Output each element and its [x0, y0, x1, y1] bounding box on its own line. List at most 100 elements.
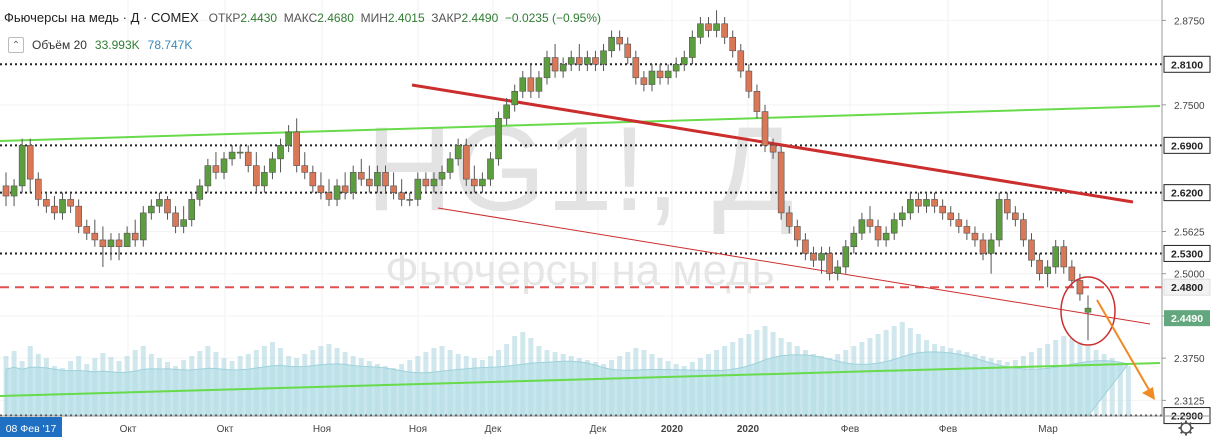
last-price-tag[interactable]: [1164, 310, 1210, 327]
candle: [333, 179, 341, 207]
price-level-tag[interactable]: [1163, 55, 1211, 73]
candle: [107, 233, 115, 261]
upper-green-trendline[interactable]: [0, 105, 1161, 142]
volume-bar: [1109, 358, 1115, 416]
candle: [745, 64, 753, 99]
price-level-tag[interactable]: [1163, 184, 1211, 202]
candle: [979, 233, 987, 261]
price-level-tag[interactable]: [1163, 244, 1211, 262]
candle: [495, 111, 502, 166]
price-tick-label: 2.3125: [1174, 396, 1205, 407]
candle: [309, 165, 317, 193]
candle: [26, 138, 34, 193]
candle: [51, 196, 58, 220]
candle: [164, 196, 171, 220]
candle: [438, 165, 446, 186]
candle: [907, 192, 914, 220]
candle: [349, 165, 357, 200]
candle: [236, 145, 244, 159]
price-level-label: 2.6200: [1171, 188, 1203, 200]
candle: [842, 239, 850, 274]
candle: [519, 71, 527, 99]
candle: [293, 118, 300, 173]
close-label: ЗАКР: [431, 11, 462, 25]
volume-bar: [1125, 366, 1131, 416]
candle: [672, 57, 680, 78]
indicator-name[interactable]: Объём 20: [32, 38, 87, 52]
open-value: 2.4430: [240, 11, 278, 25]
candle: [430, 172, 438, 193]
gear-icon[interactable]: [1178, 420, 1194, 436]
candle: [317, 172, 325, 200]
candle: [890, 212, 898, 240]
candle: [139, 206, 147, 247]
candle: [931, 192, 938, 213]
candle: [689, 30, 696, 65]
annotations[interactable]: [1060, 276, 1155, 400]
candle: [761, 104, 769, 153]
candle: [357, 158, 365, 186]
candle: [729, 30, 737, 58]
candle: [83, 219, 91, 240]
price-axis[interactable]: 2.87502.75002.56252.50002.43752.37502.31…: [1161, 0, 1211, 425]
candle: [810, 246, 817, 267]
watermark: HG1!, Д Фьючерсы на медь: [366, 102, 794, 295]
candle: [987, 233, 995, 274]
candle: [479, 172, 486, 193]
price-level-label: 2.2900: [1171, 411, 1203, 423]
candle: [269, 152, 276, 180]
red-resistance-trendline[interactable]: [411, 83, 1134, 204]
lower-green-trendline[interactable]: [0, 362, 1161, 397]
forecast-arrow[interactable]: [1096, 299, 1153, 396]
price-level-label: 2.8100: [1171, 59, 1203, 71]
symbol-header: Фьючерсы на медь · Д · COMEX ОТКР2.4430 …: [4, 10, 601, 25]
collapse-icon[interactable]: ⌃: [8, 37, 24, 53]
candle: [172, 206, 179, 234]
candle: [131, 219, 139, 247]
candle: [446, 152, 454, 180]
trendlines[interactable]: [0, 83, 1161, 397]
candle: [277, 138, 284, 173]
candle: [664, 64, 672, 85]
time-axis[interactable]: Окт Окт Ноя Ноя Дек Дек 2020 2020 Фев Фев Мар 08 Фе…: [0, 415, 1211, 437]
candle: [624, 37, 632, 65]
candle: [91, 219, 99, 247]
candle: [18, 138, 26, 193]
candle: [915, 192, 922, 213]
candle: [1036, 253, 1043, 281]
candle: [398, 179, 405, 207]
candle: [882, 226, 890, 247]
candle: [1020, 212, 1027, 247]
candle: [923, 192, 930, 213]
candle: [1060, 239, 1068, 274]
volume-bar: [1117, 362, 1123, 416]
candle: [454, 138, 462, 166]
candle: [390, 172, 397, 200]
low-label: МИН: [360, 11, 388, 25]
candle: [462, 138, 470, 186]
candle: [818, 246, 825, 274]
candle: [721, 17, 728, 45]
price-level-tag[interactable]: [1163, 278, 1211, 296]
indicator-value-2: 78.747K: [147, 38, 193, 52]
candle: [535, 71, 543, 99]
price-level-tag[interactable]: [1163, 136, 1211, 154]
time-tick-label: Фев: [939, 424, 957, 435]
current-date-tag[interactable]: [0, 417, 62, 437]
open-label: ОТКР: [208, 11, 241, 25]
candle: [753, 84, 761, 119]
candle: [963, 219, 971, 240]
candle: [777, 145, 785, 220]
candle: [422, 172, 430, 193]
candle: [826, 246, 833, 281]
highlight-ellipse[interactable]: [1060, 276, 1116, 346]
price-level-label: 2.6900: [1171, 140, 1203, 152]
red-support-trendline[interactable]: [437, 207, 1151, 325]
candle: [196, 179, 204, 207]
time-tick-label: Дек: [590, 424, 607, 435]
price-level-label: 2.5300: [1171, 248, 1203, 260]
time-tick-label: Фев: [841, 424, 859, 435]
indicator-legend: ⌃ Объём 20 33.993K 78.747K: [8, 37, 192, 53]
